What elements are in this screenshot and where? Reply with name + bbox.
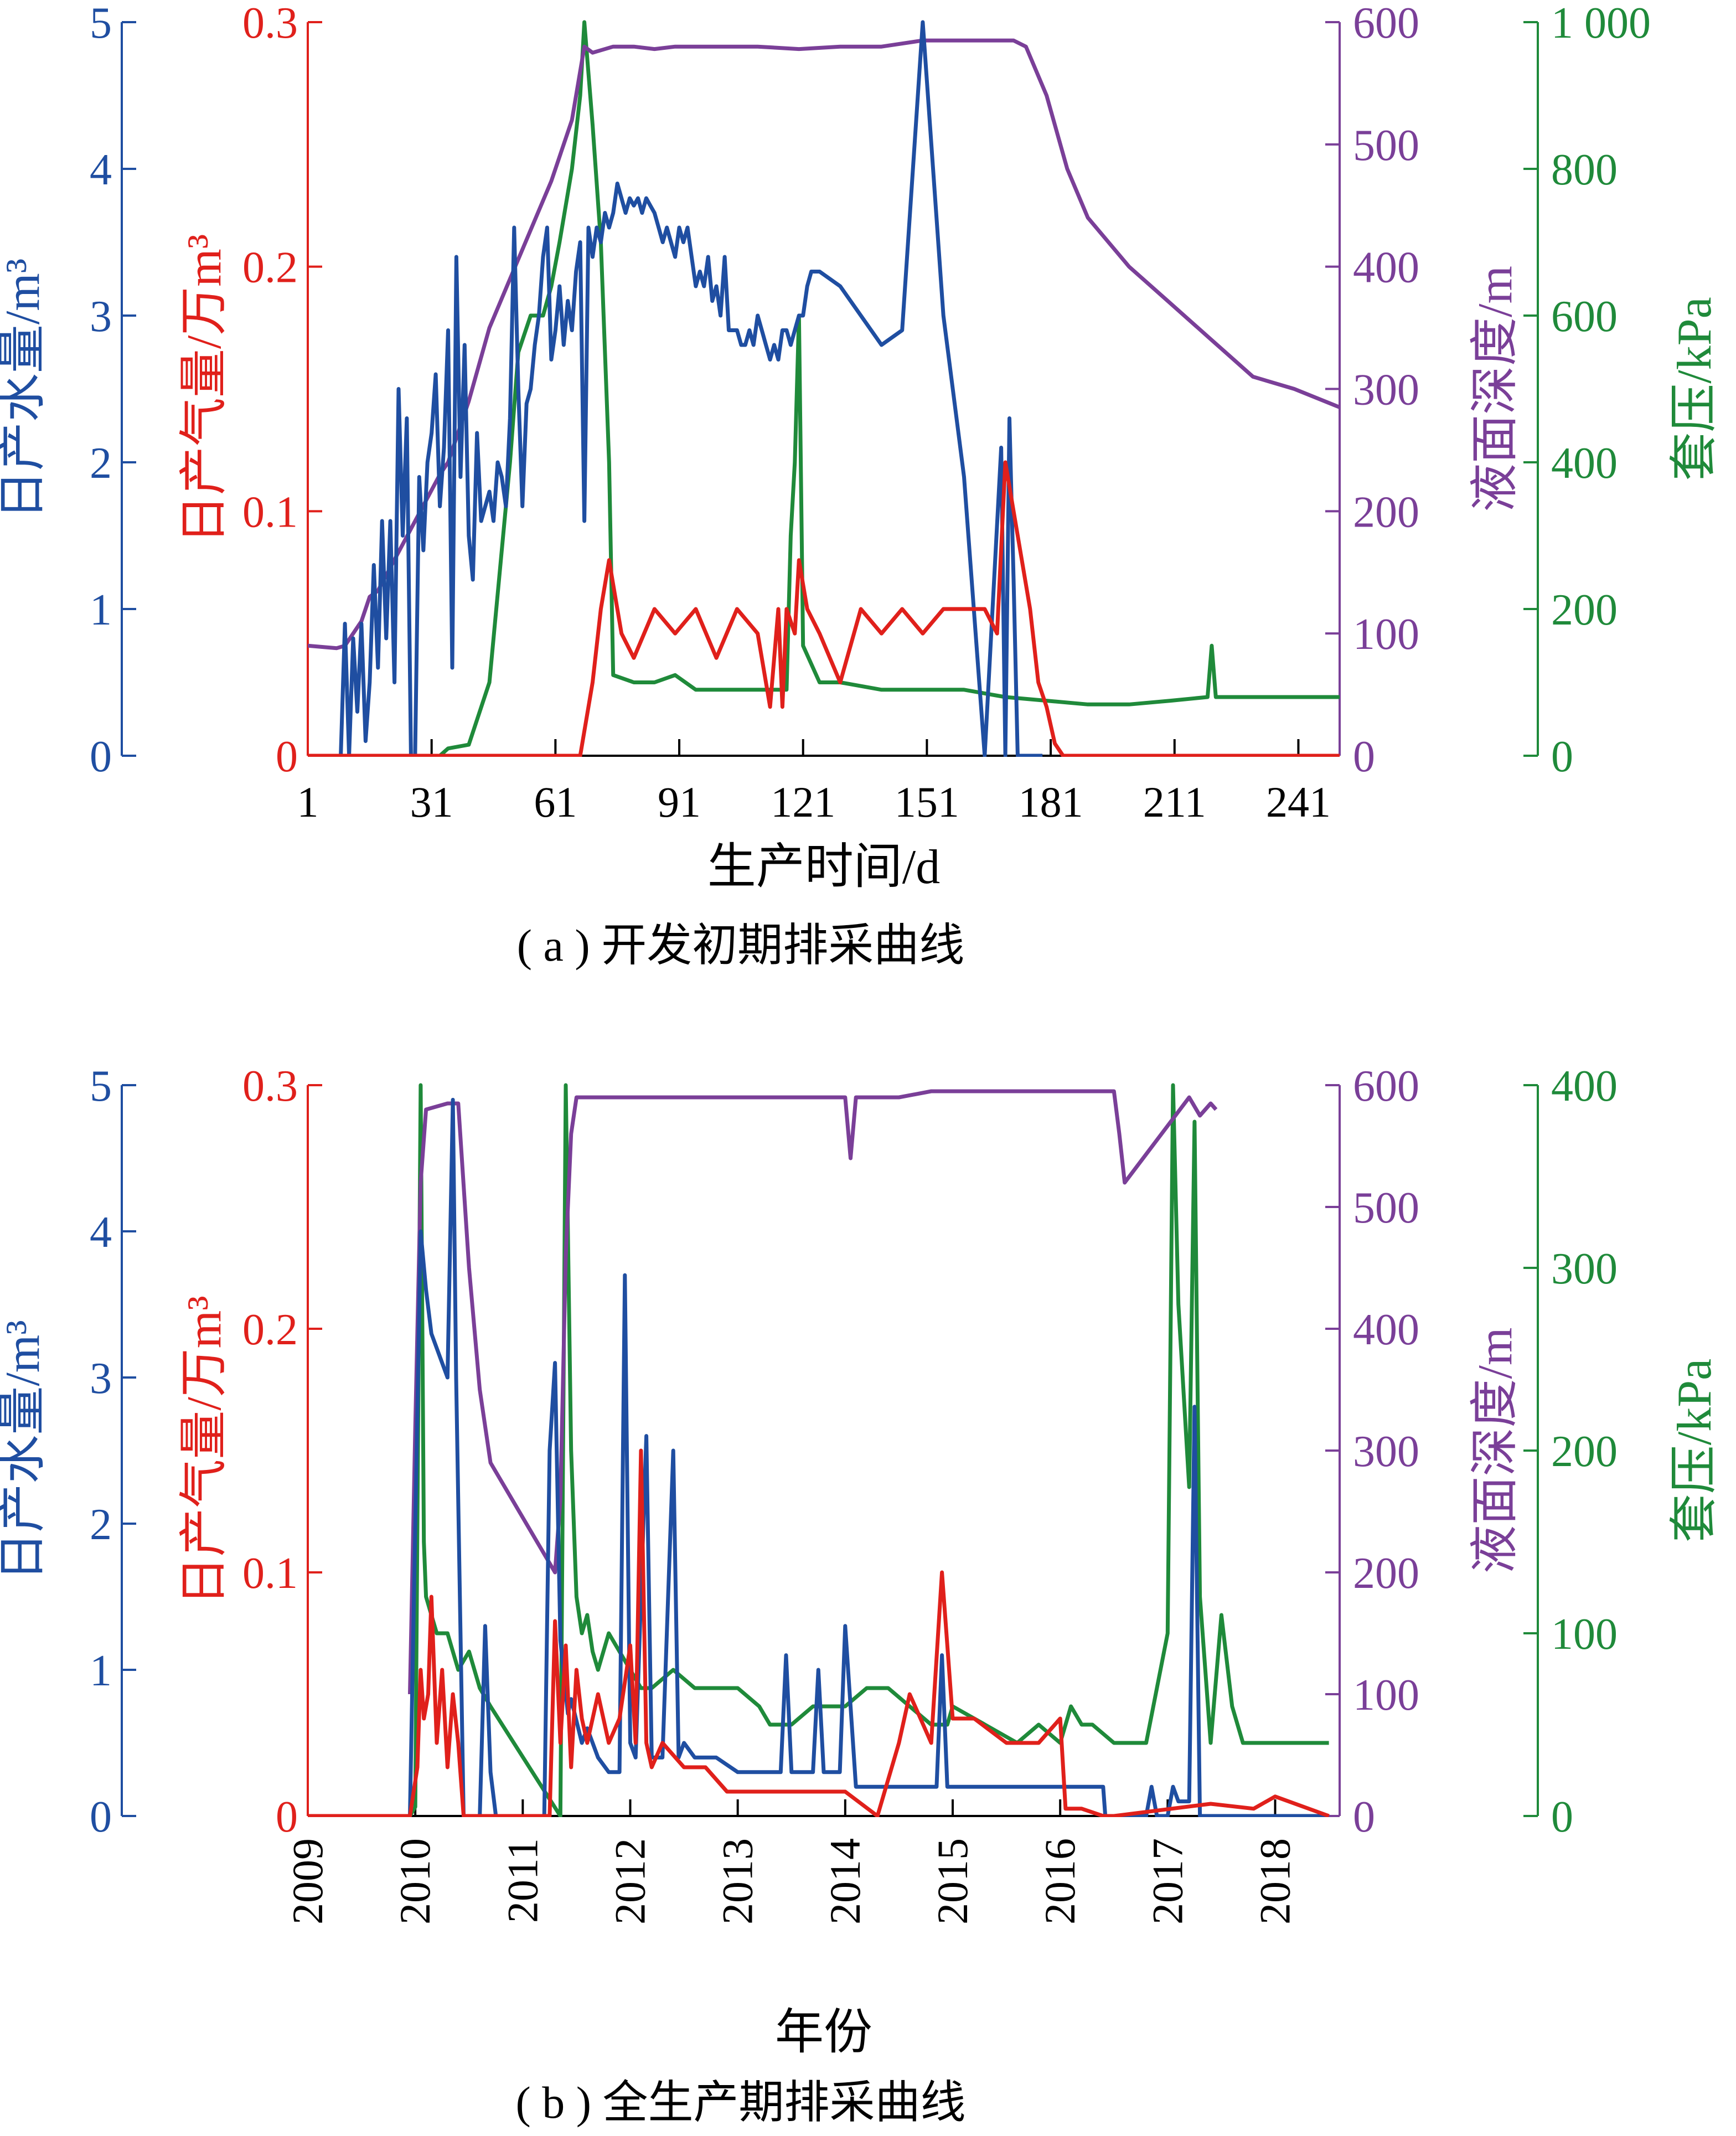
y-tick-label: 100 <box>1353 610 1419 659</box>
y-tick-label: 0 <box>90 1793 112 1841</box>
water-series-line <box>308 1097 1329 1817</box>
y-tick-label: 1 <box>90 586 112 634</box>
y-tick-label: 800 <box>1551 146 1618 194</box>
x-tick-label: 31 <box>410 778 453 826</box>
pressure-series-line <box>308 1083 1329 1817</box>
pressure-series-line <box>308 20 1340 757</box>
y-tick-label: 0 <box>1551 1793 1573 1841</box>
x-tick-label: 241 <box>1266 778 1331 826</box>
y-tick-label: 5 <box>90 0 112 48</box>
x-tick-label: 91 <box>658 778 701 826</box>
x-tick-label: 2011 <box>498 1838 546 1923</box>
level-y-axis: 0 100 200 300 400 500 600 液面深度/m <box>1325 0 1522 781</box>
x-tick-label: 2016 <box>1036 1838 1084 1925</box>
x-tick-label: 2017 <box>1143 1838 1191 1925</box>
x-tick-label: 2010 <box>391 1838 439 1925</box>
y-tick-label: 200 <box>1551 586 1618 634</box>
x-tick-label: 2013 <box>714 1838 762 1925</box>
gas-series-line <box>308 1448 1330 1817</box>
x-tick-label: 1 <box>297 778 319 826</box>
y-tick-label: 400 <box>1551 1062 1618 1111</box>
panel-caption: ( b ) 全生产期排采曲线 <box>515 2077 965 2128</box>
water-y-axis: 0 1 2 3 4 5 日产水量/m³ <box>0 1062 136 1841</box>
level-series-line <box>308 38 1340 651</box>
x-tick-label: 61 <box>534 778 577 826</box>
pressure-axis-label: 套压/kPa <box>1668 1359 1722 1542</box>
y-tick-label: 500 <box>1353 121 1419 170</box>
x-tick-label: 181 <box>1019 778 1083 826</box>
pressure-y-axis: 0 100 200 300 400 套压/kPa <box>1523 1062 1722 1841</box>
level-axis-label: 液面深度/m <box>1469 266 1522 512</box>
gas-axis-label: 日产气量/万m³ <box>178 234 231 544</box>
chart-panel-a: 1 31 61 91 121 151 181 211 241生产时间/d012345日产水量/m… <box>0 0 1722 971</box>
y-tick-label: 300 <box>1353 366 1419 415</box>
y-tick-label: 3 <box>90 1354 112 1403</box>
y-tick-label: 100 <box>1353 1671 1419 1720</box>
y-tick-label: 1 000 <box>1551 0 1651 48</box>
y-tick-label: 600 <box>1353 0 1419 48</box>
y-tick-label: 0 <box>1353 1793 1375 1841</box>
y-tick-label: 400 <box>1353 244 1419 292</box>
y-tick-label: 0.3 <box>242 1062 298 1111</box>
y-tick-label: 400 <box>1551 439 1618 488</box>
y-tick-label: 0.3 <box>242 0 298 48</box>
chart-panel-b: 2009 2010 2011 2012 2013 2014 2015 2016 2017 2018… <box>0 1062 1722 2128</box>
y-tick-label: 4 <box>90 1208 112 1257</box>
x-tick-label: 2015 <box>928 1838 976 1925</box>
y-tick-label: 300 <box>1353 1427 1419 1476</box>
gas-y-axis: 0 0.1 0.2 0.3 日产气量/万m³ <box>178 1062 322 1841</box>
x-axis-label: 生产时间/d <box>707 840 940 894</box>
y-tick-label: 0.1 <box>242 1549 298 1598</box>
pressure-axis-label: 套压/kPa <box>1668 297 1722 481</box>
panel-caption: ( a ) 开发初期排采曲线 <box>517 920 965 971</box>
water-axis-label: 日产水量/m³ <box>0 1320 50 1581</box>
y-tick-label: 600 <box>1353 1062 1419 1111</box>
y-tick-label: 100 <box>1551 1610 1618 1659</box>
x-tick-label: 121 <box>771 778 835 826</box>
level-series-line <box>408 1089 1218 1695</box>
y-tick-label: 0 <box>1353 732 1375 781</box>
y-tick-label: 200 <box>1353 488 1419 536</box>
x-tick-label: 2018 <box>1251 1838 1299 1925</box>
y-tick-label: 200 <box>1551 1427 1618 1476</box>
y-tick-label: 0 <box>90 732 112 781</box>
x-tick-label: 151 <box>895 778 959 826</box>
y-tick-label: 1 <box>90 1647 112 1695</box>
y-tick-label: 0.2 <box>242 244 298 292</box>
x-tick-label: 211 <box>1143 778 1206 826</box>
y-tick-label: 4 <box>90 146 112 194</box>
y-tick-label: 0.1 <box>242 488 298 536</box>
y-tick-label: 500 <box>1353 1184 1419 1232</box>
y-tick-label: 0 <box>276 732 298 781</box>
water-axis-label: 日产水量/m³ <box>0 259 50 519</box>
y-tick-label: 5 <box>90 1062 112 1111</box>
y-tick-label: 3 <box>90 292 112 341</box>
level-y-axis: 0 100 200 300 400 500 600 液面深度/m <box>1325 1062 1522 1841</box>
x-tick-label: 2014 <box>821 1838 869 1925</box>
x-tick-label: 2012 <box>606 1838 654 1925</box>
water-y-axis: 0 1 2 3 4 5 日产水量/m³ <box>0 0 136 781</box>
y-tick-label: 600 <box>1551 292 1618 341</box>
x-tick-label: 2009 <box>283 1838 332 1925</box>
gas-series-line <box>308 460 1340 757</box>
y-tick-label: 2 <box>90 439 112 488</box>
y-tick-label: 0 <box>276 1793 298 1841</box>
gas-y-axis: 0 0.1 0.2 0.3 日产气量/万m³ <box>178 0 322 781</box>
y-tick-label: 0.2 <box>242 1306 298 1354</box>
y-tick-label: 400 <box>1353 1306 1419 1354</box>
y-tick-label: 2 <box>90 1500 112 1549</box>
y-tick-label: 0 <box>1551 732 1573 781</box>
level-axis-label: 液面深度/m <box>1469 1328 1522 1574</box>
water-series-line <box>308 20 1043 757</box>
x-axis-label: 年份 <box>775 2006 872 2060</box>
pressure-y-axis: 0 200 400 600 800 1 000 套压/kPa <box>1523 0 1722 781</box>
y-tick-label: 200 <box>1353 1549 1419 1598</box>
gas-axis-label: 日产气量/万m³ <box>178 1296 231 1605</box>
y-tick-label: 300 <box>1551 1245 1618 1293</box>
